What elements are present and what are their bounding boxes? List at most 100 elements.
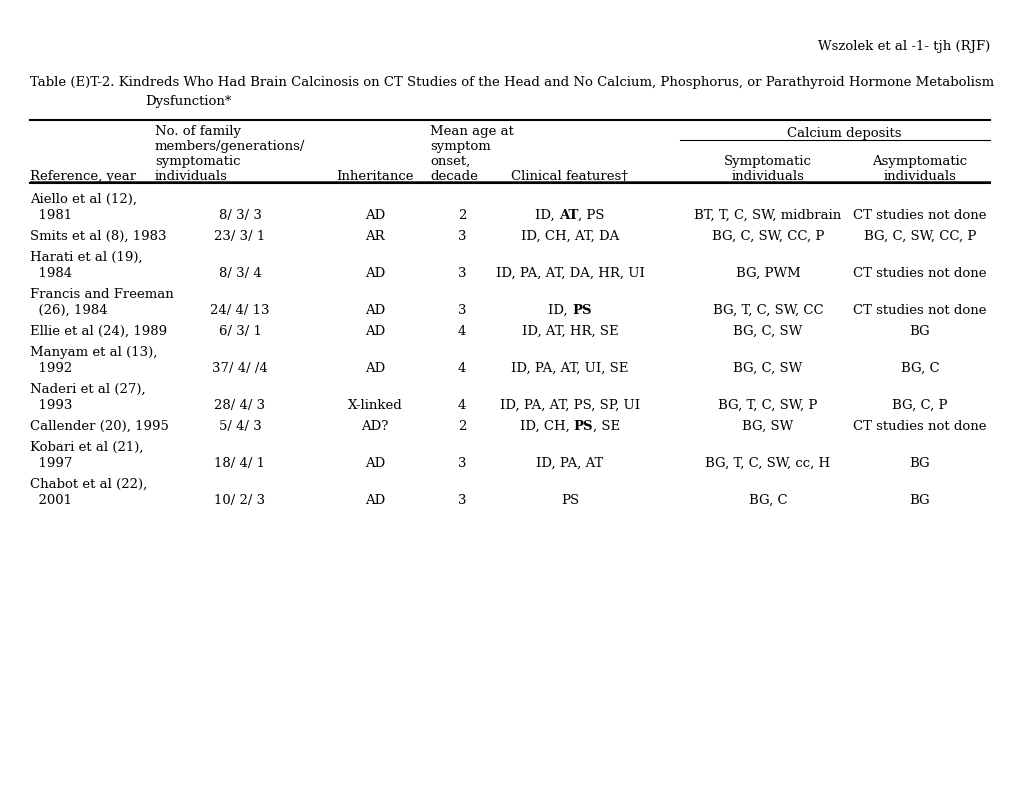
Text: BG, C, P: BG, C, P <box>892 399 947 412</box>
Text: Wszolek et al -1- tjh (RJF): Wszolek et al -1- tjh (RJF) <box>817 40 989 53</box>
Text: 1992: 1992 <box>30 362 72 375</box>
Text: 3: 3 <box>458 457 466 470</box>
Text: 1993: 1993 <box>30 399 72 412</box>
Text: BG, PWM: BG, PWM <box>735 267 800 280</box>
Text: ID, CH,: ID, CH, <box>519 420 573 433</box>
Text: CT studies not done: CT studies not done <box>853 267 985 280</box>
Text: decade: decade <box>430 170 478 183</box>
Text: , PS: , PS <box>578 209 604 222</box>
Text: Symptomatic: Symptomatic <box>723 155 811 168</box>
Text: symptom: symptom <box>430 140 490 153</box>
Text: 5/ 4/ 3: 5/ 4/ 3 <box>218 420 261 433</box>
Text: onset,: onset, <box>430 155 470 168</box>
Text: BG, C, SW, CC, P: BG, C, SW, CC, P <box>863 230 975 243</box>
Text: 2: 2 <box>458 420 466 433</box>
Text: Kobari et al (21),: Kobari et al (21), <box>30 441 144 454</box>
Text: Reference, year: Reference, year <box>30 170 136 183</box>
Text: AD: AD <box>365 362 385 375</box>
Text: ID, PA, AT, DA, HR, UI: ID, PA, AT, DA, HR, UI <box>495 267 644 280</box>
Text: Table (E)T-2. Kindreds Who Had Brain Calcinosis on CT Studies of the Head and No: Table (E)T-2. Kindreds Who Had Brain Cal… <box>30 76 994 89</box>
Text: AD: AD <box>365 325 385 338</box>
Text: BG, C: BG, C <box>748 494 787 507</box>
Text: 1981: 1981 <box>30 209 72 222</box>
Text: ID, PA, AT, UI, SE: ID, PA, AT, UI, SE <box>511 362 628 375</box>
Text: 37/ 4/ /4: 37/ 4/ /4 <box>212 362 268 375</box>
Text: AD: AD <box>365 494 385 507</box>
Text: BG, C, SW, CC, P: BG, C, SW, CC, P <box>711 230 823 243</box>
Text: ID, PA, AT: ID, PA, AT <box>536 457 603 470</box>
Text: Ellie et al (24), 1989: Ellie et al (24), 1989 <box>30 325 167 338</box>
Text: 1997: 1997 <box>30 457 72 470</box>
Text: ID,: ID, <box>535 209 558 222</box>
Text: BT, T, C, SW, midbrain: BT, T, C, SW, midbrain <box>694 209 841 222</box>
Text: 3: 3 <box>458 494 466 507</box>
Text: 2001: 2001 <box>30 494 72 507</box>
Text: 8/ 3/ 3: 8/ 3/ 3 <box>218 209 261 222</box>
Text: Aiello et al (12),: Aiello et al (12), <box>30 193 137 206</box>
Text: AD: AD <box>365 304 385 317</box>
Text: Calcium deposits: Calcium deposits <box>786 127 901 140</box>
Text: Francis and Freeman: Francis and Freeman <box>30 288 173 301</box>
Text: Dysfunction*: Dysfunction* <box>145 95 231 108</box>
Text: CT studies not done: CT studies not done <box>853 420 985 433</box>
Text: individuals: individuals <box>731 170 804 183</box>
Text: No. of family: No. of family <box>155 125 240 138</box>
Text: BG, T, C, SW, CC: BG, T, C, SW, CC <box>712 304 822 317</box>
Text: BG, T, C, SW, P: BG, T, C, SW, P <box>717 399 817 412</box>
Text: 4: 4 <box>458 325 466 338</box>
Text: Naderi et al (27),: Naderi et al (27), <box>30 383 146 396</box>
Text: (26), 1984: (26), 1984 <box>30 304 108 317</box>
Text: PS: PS <box>572 304 591 317</box>
Text: AD: AD <box>365 457 385 470</box>
Text: BG: BG <box>909 457 929 470</box>
Text: 6/ 3/ 1: 6/ 3/ 1 <box>218 325 261 338</box>
Text: BG, C, SW: BG, C, SW <box>733 362 802 375</box>
Text: BG: BG <box>909 325 929 338</box>
Text: PS: PS <box>573 420 593 433</box>
Text: AD: AD <box>365 209 385 222</box>
Text: 10/ 2/ 3: 10/ 2/ 3 <box>214 494 265 507</box>
Text: symptomatic: symptomatic <box>155 155 240 168</box>
Text: 8/ 3/ 4: 8/ 3/ 4 <box>218 267 261 280</box>
Text: ID,: ID, <box>548 304 572 317</box>
Text: Chabot et al (22),: Chabot et al (22), <box>30 478 147 491</box>
Text: 2: 2 <box>458 209 466 222</box>
Text: individuals: individuals <box>155 170 227 183</box>
Text: CT studies not done: CT studies not done <box>853 209 985 222</box>
Text: 4: 4 <box>458 399 466 412</box>
Text: Clinical features†: Clinical features† <box>511 170 628 183</box>
Text: BG: BG <box>909 494 929 507</box>
Text: Smits et al (8), 1983: Smits et al (8), 1983 <box>30 230 166 243</box>
Text: BG, C: BG, C <box>900 362 938 375</box>
Text: AR: AR <box>365 230 384 243</box>
Text: Manyam et al (13),: Manyam et al (13), <box>30 346 157 359</box>
Text: BG, T, C, SW, cc, H: BG, T, C, SW, cc, H <box>705 457 829 470</box>
Text: BG, SW: BG, SW <box>742 420 793 433</box>
Text: BG, C, SW: BG, C, SW <box>733 325 802 338</box>
Text: individuals: individuals <box>882 170 956 183</box>
Text: Mean age at: Mean age at <box>430 125 514 138</box>
Text: ID, CH, AT, DA: ID, CH, AT, DA <box>521 230 619 243</box>
Text: 3: 3 <box>458 304 466 317</box>
Text: 23/ 3/ 1: 23/ 3/ 1 <box>214 230 265 243</box>
Text: 1984: 1984 <box>30 267 72 280</box>
Text: 3: 3 <box>458 267 466 280</box>
Text: AD: AD <box>365 267 385 280</box>
Text: CT studies not done: CT studies not done <box>853 304 985 317</box>
Text: Inheritance: Inheritance <box>336 170 414 183</box>
Text: ID, PA, AT, PS, SP, UI: ID, PA, AT, PS, SP, UI <box>499 399 640 412</box>
Text: X-linked: X-linked <box>347 399 401 412</box>
Text: 28/ 4/ 3: 28/ 4/ 3 <box>214 399 265 412</box>
Text: Harati et al (19),: Harati et al (19), <box>30 251 143 264</box>
Text: ID, AT, HR, SE: ID, AT, HR, SE <box>521 325 618 338</box>
Text: , SE: , SE <box>593 420 620 433</box>
Text: 18/ 4/ 1: 18/ 4/ 1 <box>214 457 265 470</box>
Text: 24/ 4/ 13: 24/ 4/ 13 <box>210 304 269 317</box>
Text: AT: AT <box>558 209 578 222</box>
Text: 3: 3 <box>458 230 466 243</box>
Text: Asymptomatic: Asymptomatic <box>871 155 967 168</box>
Text: PS: PS <box>560 494 579 507</box>
Text: AD?: AD? <box>361 420 388 433</box>
Text: Callender (20), 1995: Callender (20), 1995 <box>30 420 169 433</box>
Text: members/generations/: members/generations/ <box>155 140 305 153</box>
